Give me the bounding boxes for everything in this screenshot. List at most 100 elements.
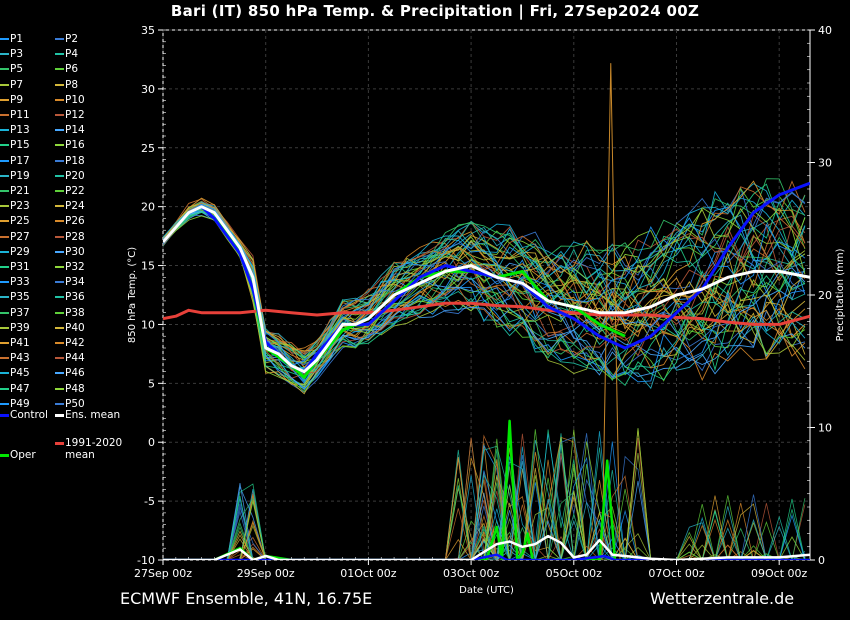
legend-label: P8 xyxy=(65,78,79,91)
legend-item-p37: P37 xyxy=(0,306,30,320)
legend-swatch xyxy=(55,342,64,344)
y-axis-label-right: Precipitation (mm) xyxy=(835,248,846,341)
legend-label: P38 xyxy=(65,306,85,319)
x-tick-label: 07Oct 00z xyxy=(648,567,705,580)
legend-item-p22: P22 xyxy=(55,184,85,198)
legend-item-p19: P19 xyxy=(0,169,30,183)
legend-label: P15 xyxy=(10,139,30,152)
legend-swatch xyxy=(0,129,9,132)
legend-label: P24 xyxy=(65,200,85,213)
legend-item-p34: P34 xyxy=(55,275,85,289)
legend-label: P34 xyxy=(65,276,85,289)
member-precip-line xyxy=(163,444,805,560)
legend-label-line2: mean xyxy=(65,449,95,461)
legend-swatch xyxy=(0,53,9,56)
legend-label: P7 xyxy=(10,78,24,91)
y-tick-label-left: -10 xyxy=(137,554,155,567)
legend-label: Ens. mean xyxy=(65,409,121,421)
member-precip-line xyxy=(163,478,805,560)
legend-swatch xyxy=(0,159,9,162)
legend-swatch xyxy=(55,235,64,238)
legend-item-p3: P3 xyxy=(0,47,23,61)
member-temp-line xyxy=(163,209,806,388)
member-precip-line xyxy=(163,475,805,560)
legend-label: P41 xyxy=(10,337,30,349)
member-precip-line xyxy=(163,438,805,560)
member-precip-line xyxy=(163,434,805,560)
member-precip-line xyxy=(163,439,805,560)
legend-item-p41: P41 xyxy=(0,336,30,350)
y-tick-label-right: 0 xyxy=(818,554,825,567)
legend-label: P22 xyxy=(65,185,85,197)
y-tick-label-right: 20 xyxy=(818,289,832,302)
legend-item-control: Control xyxy=(0,408,48,422)
legend-item-p39: P39 xyxy=(0,321,30,335)
legend-swatch xyxy=(55,83,64,86)
legend-swatch xyxy=(55,311,64,314)
legend-label: P47 xyxy=(10,382,30,395)
legend-swatch xyxy=(0,68,9,71)
legend-label: Control xyxy=(10,409,48,421)
legend-swatch xyxy=(55,190,64,192)
y-tick-label-left: 35 xyxy=(141,24,155,37)
legend-label: P16 xyxy=(65,139,85,152)
legend-label: P45 xyxy=(10,367,30,380)
x-tick-label: 29Sep 00z xyxy=(237,567,295,580)
legend-item-p42: P42 xyxy=(55,336,85,350)
member-temp-line xyxy=(163,211,806,391)
member-precip-line xyxy=(163,436,805,560)
ens-mean-temp-line xyxy=(163,205,810,374)
legend-item-p30: P30 xyxy=(55,245,85,259)
legend-label: P21 xyxy=(10,185,30,197)
member-precip-line xyxy=(163,464,805,560)
legend-item-p12: P12 xyxy=(55,108,85,122)
member-temp-line xyxy=(163,203,806,361)
legend-swatch xyxy=(0,342,9,344)
legend-swatch xyxy=(55,159,64,162)
legend-label: P3 xyxy=(10,48,24,61)
legend-item-p11: P11 xyxy=(0,108,30,122)
legend-swatch xyxy=(55,296,64,299)
legend-label: P44 xyxy=(65,352,85,365)
legend-swatch xyxy=(55,114,64,116)
legend-swatch xyxy=(0,190,9,192)
legend-swatch xyxy=(0,205,9,208)
legend-swatch xyxy=(55,402,64,405)
legend-label: P20 xyxy=(65,169,85,182)
legend-swatch xyxy=(0,311,9,314)
legend-label: P23 xyxy=(10,200,30,213)
legend-label: P2 xyxy=(65,33,79,45)
legend-item-p10: P10 xyxy=(55,93,85,107)
legend-label: P14 xyxy=(65,124,85,137)
x-tick-label: 09Oct 00z xyxy=(751,567,808,580)
legend-swatch xyxy=(0,220,9,223)
legend-swatch xyxy=(55,326,64,329)
legend-swatch xyxy=(0,83,9,86)
member-precip-line xyxy=(163,468,805,560)
y-tick-label-right: 40 xyxy=(818,24,832,37)
legend-item-p47: P47 xyxy=(0,382,30,396)
legend-swatch xyxy=(55,413,64,417)
legend-item-p16: P16 xyxy=(55,138,85,152)
legend-item-p35: P35 xyxy=(0,290,30,304)
legend-label: P30 xyxy=(65,245,85,258)
y-tick-label-left: 0 xyxy=(148,436,155,449)
legend-label: P1 xyxy=(10,33,24,45)
legend-label: P48 xyxy=(65,382,85,395)
climate-mean-line xyxy=(163,301,810,326)
y-tick-label-left: 20 xyxy=(141,201,155,214)
member-precip-line xyxy=(163,453,805,560)
legend-label: P40 xyxy=(65,321,85,334)
legend-label: P32 xyxy=(65,261,85,273)
chart-title: Bari (IT) 850 hPa Temp. & Precipitation … xyxy=(170,2,700,20)
legend-swatch xyxy=(55,53,64,56)
legend-item-p31: P31 xyxy=(0,260,30,274)
legend-label: P28 xyxy=(65,230,85,243)
legend-swatch xyxy=(55,220,64,223)
legend-item-p7: P7 xyxy=(0,78,23,92)
legend-label: P9 xyxy=(10,93,24,106)
legend-swatch xyxy=(0,296,9,299)
legend-swatch xyxy=(55,205,64,208)
control-precip-line xyxy=(163,553,810,560)
legend-swatch xyxy=(55,68,64,71)
